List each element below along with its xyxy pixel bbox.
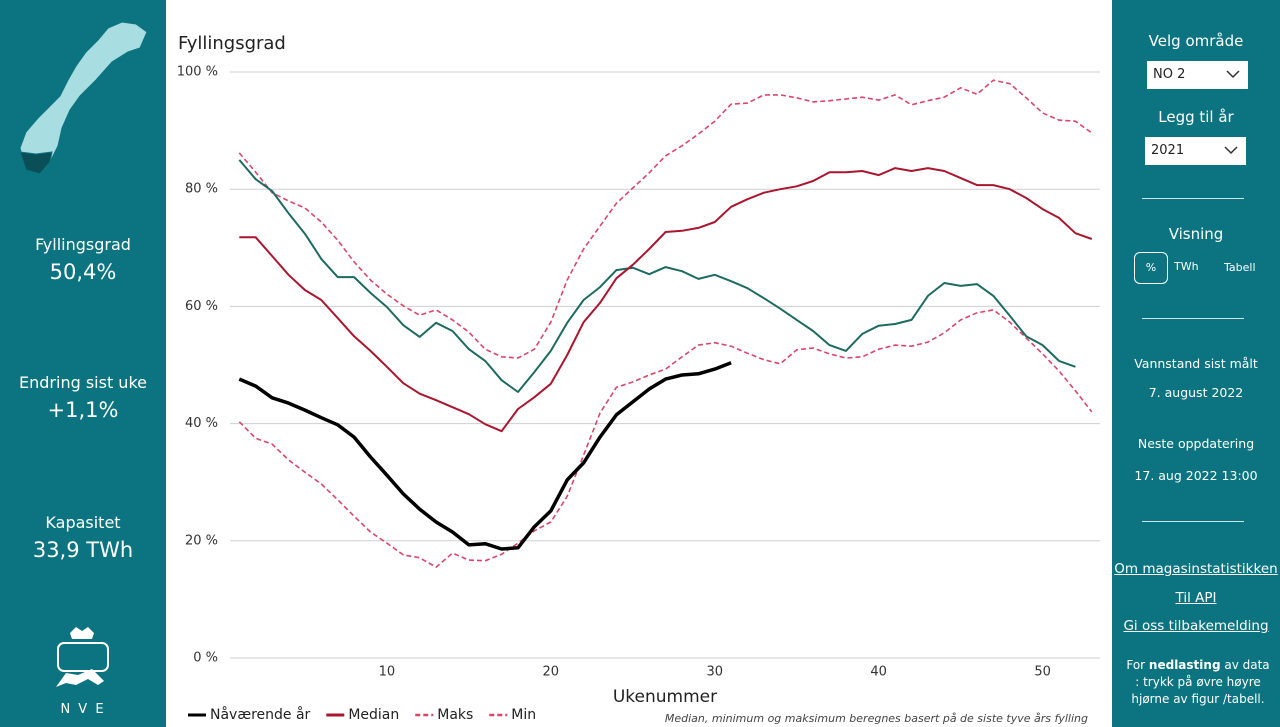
- note-text: av data : trykk på øvre høyre hjørne av …: [1131, 658, 1270, 706]
- legend-label: Min: [511, 707, 536, 723]
- stat: Endring sist uke +1,1%: [0, 373, 166, 422]
- y-tick-label: 40 %: [185, 416, 218, 431]
- y-tick-label: 60 %: [185, 299, 218, 314]
- x-tick-label: 50: [1034, 665, 1051, 680]
- link[interactable]: Gi oss tilbakemelding: [1123, 618, 1269, 634]
- stat-label: Kapasitet: [45, 513, 121, 532]
- y-tick-label: 0 %: [193, 651, 218, 666]
- x-tick-label: 20: [543, 665, 560, 680]
- control-label: Velg område: [1148, 32, 1244, 50]
- nve-logo: [56, 627, 109, 687]
- view-button[interactable]: %: [1134, 252, 1168, 284]
- info-value: 7. august 2022: [1148, 385, 1244, 400]
- info-label: Neste oppdatering: [1137, 436, 1255, 451]
- chart-title: Fyllingsgrad: [178, 33, 286, 54]
- y-tick-label: 80 %: [185, 182, 218, 197]
- y-tick-label: 20 %: [185, 533, 218, 548]
- separator: [1142, 318, 1244, 319]
- series-line: [238, 361, 732, 551]
- x-axis-label: Ukenummer: [613, 687, 717, 707]
- region-map: [19, 21, 148, 175]
- dropdown-value: NO 2: [1153, 67, 1186, 82]
- download-note: For nedlasting av data : trykk på øvre h…: [1126, 657, 1270, 708]
- right-sidebar: Velg område NO 2 Legg til år 2021 Visnin…: [1112, 0, 1280, 727]
- view-button[interactable]: Tabell: [1224, 261, 1256, 274]
- y-tick-label: 100 %: [177, 65, 218, 80]
- stat-value: 50,4%: [49, 260, 117, 284]
- stat-label: Fyllingsgrad: [35, 235, 131, 254]
- link[interactable]: Om magasinstatistikken: [1114, 561, 1278, 577]
- year-dropdown[interactable]: 2021: [1145, 137, 1246, 165]
- left-sidebar: Fyllingsgrad 50,4% Endring sist uke +1,1…: [0, 0, 166, 727]
- control-label: Visning: [1168, 225, 1224, 243]
- stat-value: 33,9 TWh: [32, 538, 134, 562]
- info-value: 17. aug 2022 13:00: [1134, 468, 1258, 483]
- stat: Fyllingsgrad 50,4%: [0, 235, 166, 284]
- series-line: [239, 167, 1093, 433]
- x-tick-label: 10: [379, 665, 396, 680]
- series-line: [238, 79, 1093, 359]
- separator: [1142, 521, 1244, 522]
- logo-text: N V E: [60, 702, 106, 717]
- view-button[interactable]: TWh: [1174, 260, 1199, 273]
- series-line: [238, 159, 1076, 393]
- info-label: Vannstand sist målt: [1134, 356, 1258, 371]
- legend-label: Median: [348, 707, 399, 723]
- series-line: [238, 309, 1093, 568]
- legend-label: Nåværende år: [210, 706, 311, 723]
- separator: [1142, 198, 1244, 199]
- x-tick-label: 40: [870, 665, 887, 680]
- dropdown-value: 2021: [1151, 143, 1185, 158]
- x-tick-label: 30: [706, 665, 723, 680]
- note-bold: nedlasting: [1148, 658, 1221, 672]
- note-text: For: [1126, 658, 1149, 672]
- stat-label: Endring sist uke: [19, 373, 147, 392]
- area-dropdown[interactable]: NO 2: [1147, 61, 1248, 89]
- control-label: Legg til år: [1158, 108, 1234, 126]
- legend-label: Maks: [437, 707, 473, 723]
- chart-note: Median, minimum og maksimum beregnes bas…: [665, 712, 1088, 725]
- stat-value: +1,1%: [47, 398, 119, 422]
- link[interactable]: Til API: [1175, 590, 1217, 606]
- chart: Fyllingsgrad 0 % 20 % 40 % 60 % 80 % 100 % 10 20…: [177, 33, 1100, 725]
- stat: Kapasitet 33,9 TWh: [0, 513, 166, 562]
